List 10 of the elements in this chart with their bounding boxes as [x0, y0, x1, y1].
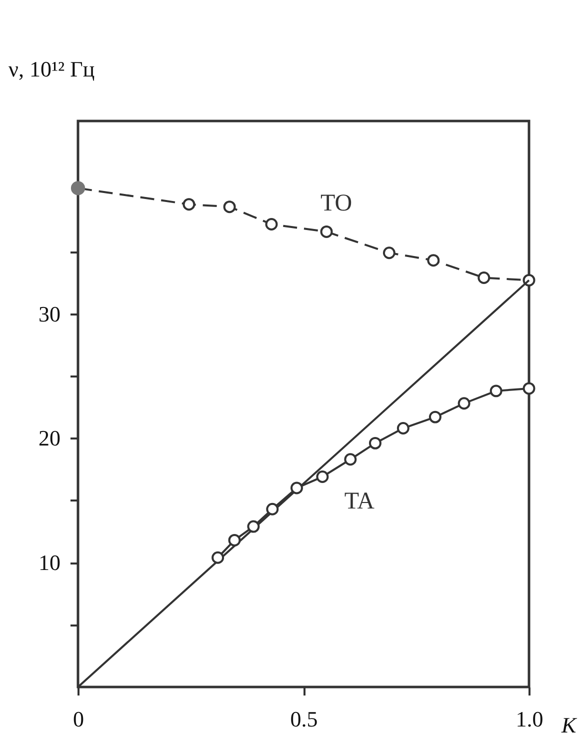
y-tick-label: 30 [38, 301, 60, 326]
x-axis-title: K [560, 712, 578, 738]
y-tick-label: 10 [38, 550, 60, 576]
series-label: TO [320, 190, 352, 217]
x-tick-label: 0.5 [290, 706, 318, 732]
x-tick-label: 1.0 [516, 706, 544, 732]
x-tick-label: 0 [73, 706, 84, 732]
y-tick-label: 20 [38, 426, 60, 451]
series-label: TA [344, 488, 376, 514]
y-axis-title: ν, 10¹² Гц [8, 56, 95, 82]
